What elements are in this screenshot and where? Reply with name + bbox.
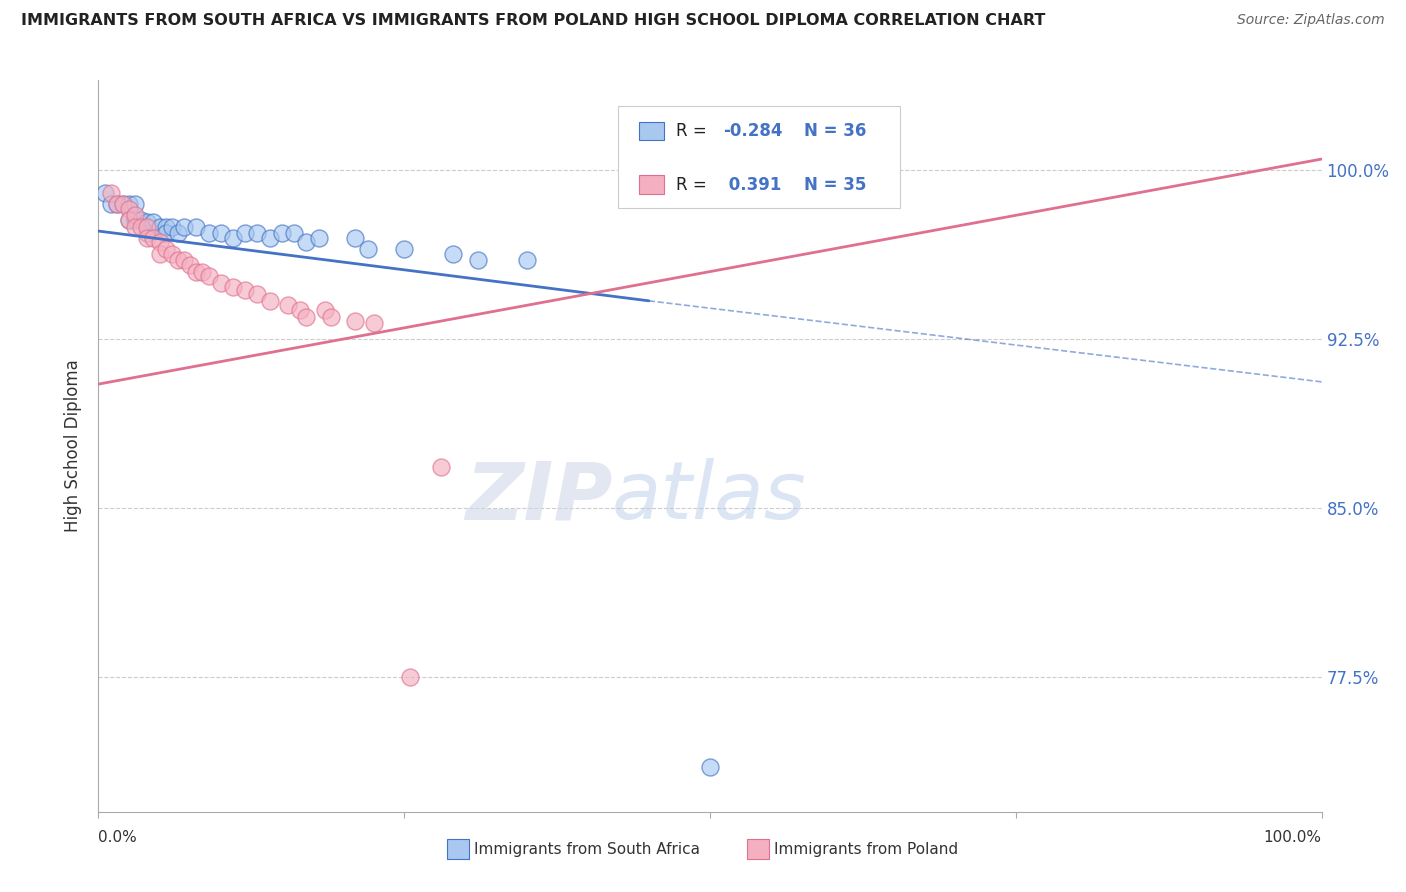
Point <box>363 316 385 330</box>
Text: Source: ZipAtlas.com: Source: ZipAtlas.com <box>1237 13 1385 28</box>
Point <box>155 219 177 234</box>
FancyBboxPatch shape <box>447 838 470 859</box>
Point <box>246 227 269 241</box>
Point <box>142 231 165 245</box>
Text: Immigrants from South Africa: Immigrants from South Africa <box>474 841 700 856</box>
Point <box>136 219 159 234</box>
Point <box>105 197 128 211</box>
Point <box>136 227 159 241</box>
Point <box>124 208 146 222</box>
Point <box>308 231 330 245</box>
Point <box>118 212 141 227</box>
Point <box>314 302 336 317</box>
Point <box>186 264 208 278</box>
Point <box>197 269 219 284</box>
Point <box>129 219 152 234</box>
Point <box>283 227 305 241</box>
Point <box>111 197 134 211</box>
Point <box>344 314 367 328</box>
Point <box>295 310 318 324</box>
Text: 0.0%: 0.0% <box>98 830 138 845</box>
Point <box>515 253 537 268</box>
Point <box>356 242 378 256</box>
Point <box>118 212 141 227</box>
Point <box>430 460 453 475</box>
Point <box>699 760 721 774</box>
Text: ZIP: ZIP <box>465 458 612 536</box>
Point <box>142 215 165 229</box>
FancyBboxPatch shape <box>747 838 769 859</box>
Point <box>136 215 159 229</box>
Text: 0.391: 0.391 <box>724 176 782 194</box>
Text: atlas: atlas <box>612 458 807 536</box>
Point <box>129 212 152 227</box>
Text: -0.284: -0.284 <box>724 122 783 140</box>
Point <box>246 287 269 301</box>
Point <box>191 264 214 278</box>
Point <box>100 186 122 200</box>
Point <box>124 219 146 234</box>
Point <box>295 235 318 250</box>
Text: R =: R = <box>676 122 711 140</box>
FancyBboxPatch shape <box>619 106 900 209</box>
Point <box>167 227 190 241</box>
Point <box>179 258 201 272</box>
Point <box>149 219 172 234</box>
Point <box>93 186 115 200</box>
Point <box>222 280 245 294</box>
Point <box>155 242 177 256</box>
Point <box>136 231 159 245</box>
FancyBboxPatch shape <box>640 122 664 140</box>
Text: IMMIGRANTS FROM SOUTH AFRICA VS IMMIGRANTS FROM POLAND HIGH SCHOOL DIPLOMA CORRE: IMMIGRANTS FROM SOUTH AFRICA VS IMMIGRAN… <box>21 13 1046 29</box>
Point <box>270 227 294 241</box>
Point <box>167 253 190 268</box>
Point <box>399 670 422 684</box>
Point <box>149 246 172 260</box>
Text: N = 36: N = 36 <box>804 122 866 140</box>
Point <box>118 197 141 211</box>
Y-axis label: High School Diploma: High School Diploma <box>65 359 83 533</box>
Point <box>392 242 416 256</box>
Point <box>441 246 464 260</box>
Point <box>155 227 177 241</box>
Point <box>259 231 281 245</box>
Point <box>344 231 367 245</box>
Point <box>173 253 195 268</box>
Point <box>259 293 281 308</box>
Text: N = 35: N = 35 <box>804 176 866 194</box>
Point <box>149 235 172 250</box>
Point <box>209 276 232 290</box>
Point <box>111 197 134 211</box>
Point <box>233 283 256 297</box>
Point <box>118 202 141 216</box>
Point <box>233 227 256 241</box>
Point <box>467 253 489 268</box>
Point <box>197 227 219 241</box>
Point <box>124 197 146 211</box>
Point <box>124 212 146 227</box>
Point <box>319 310 342 324</box>
Point <box>186 219 208 234</box>
Point <box>160 219 183 234</box>
Point <box>277 298 299 312</box>
Point <box>100 197 122 211</box>
Point <box>173 219 195 234</box>
Point <box>222 231 245 245</box>
Point <box>209 227 232 241</box>
Point <box>290 302 312 317</box>
Point <box>105 197 128 211</box>
Point <box>160 246 183 260</box>
FancyBboxPatch shape <box>640 176 664 194</box>
Text: 100.0%: 100.0% <box>1264 830 1322 845</box>
Text: R =: R = <box>676 176 711 194</box>
Text: Immigrants from Poland: Immigrants from Poland <box>773 841 957 856</box>
